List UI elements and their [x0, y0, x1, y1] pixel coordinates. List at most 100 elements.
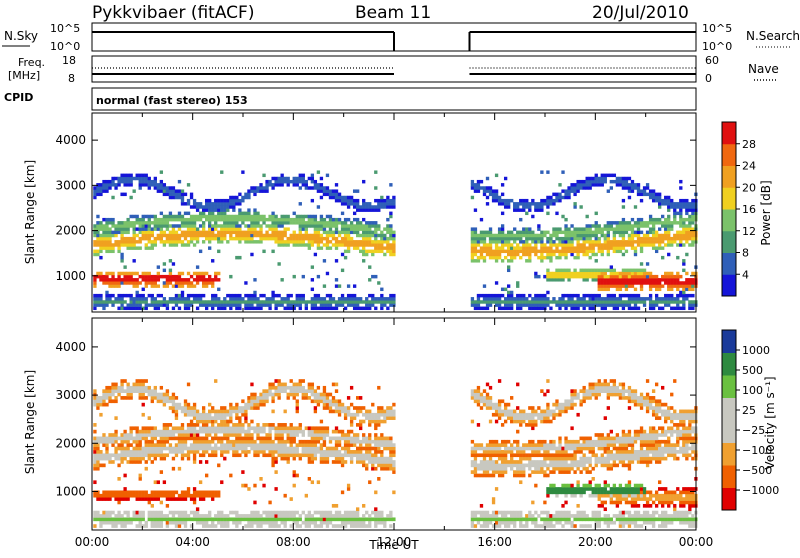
heatmap-cell — [120, 460, 123, 464]
heatmap-cell — [181, 278, 184, 281]
heatmap-cell — [320, 426, 323, 430]
heatmap-cell — [344, 196, 347, 199]
heatmap-cell — [516, 300, 519, 303]
heatmap-cell — [582, 294, 585, 297]
heatmap-cell — [613, 281, 616, 284]
heatmap-cell — [353, 205, 356, 208]
heatmap-cell — [329, 410, 332, 414]
heatmap-cell — [353, 437, 356, 441]
heatmap-cell — [157, 524, 160, 528]
heatmap-cell — [105, 453, 108, 457]
heatmap-cell — [332, 447, 335, 451]
heatmap-cell — [595, 269, 598, 272]
heatmap-cell — [546, 297, 549, 300]
heatmap-cell — [386, 224, 389, 227]
heatmap-cell — [335, 443, 338, 447]
heatmap-cell — [610, 243, 613, 246]
heatmap-cell — [667, 297, 670, 300]
heatmap-cell — [392, 294, 395, 297]
heatmap-cell — [184, 403, 187, 407]
heatmap-cell — [287, 460, 290, 464]
heatmap-cell — [546, 196, 549, 199]
heatmap-cell — [335, 284, 338, 287]
heatmap-cell — [166, 426, 169, 430]
heatmap-cell — [151, 447, 154, 451]
heatmap-cell — [120, 521, 123, 525]
heatmap-cell — [350, 514, 353, 518]
heatmap-cell — [250, 294, 253, 297]
heatmap-cell — [344, 240, 347, 243]
heatmap-cell — [335, 460, 338, 464]
heatmap-cell — [329, 246, 332, 249]
nsky-tick-low: 10^0 — [50, 40, 80, 53]
heatmap-cell — [129, 389, 132, 393]
heatmap-cell — [175, 278, 178, 281]
heatmap-cell — [522, 303, 525, 306]
heatmap-cell — [344, 511, 347, 515]
heatmap-cell — [299, 517, 302, 521]
heatmap-cell — [380, 237, 383, 240]
heatmap-cell — [277, 389, 280, 393]
heatmap-cell — [208, 234, 211, 237]
heatmap-cell — [317, 183, 320, 186]
heatmap-cell — [685, 240, 688, 243]
heatmap-cell — [323, 406, 326, 410]
heatmap-cell — [114, 399, 117, 403]
heatmap-cell — [256, 221, 259, 224]
heatmap-cell — [102, 494, 105, 498]
heatmap-cell — [564, 237, 567, 240]
heatmap-cell — [555, 246, 558, 249]
heatmap-cell — [259, 189, 262, 192]
heatmap-cell — [601, 297, 604, 300]
heatmap-cell — [105, 514, 108, 518]
heatmap-cell — [643, 234, 646, 237]
heatmap-cell — [359, 240, 362, 243]
heatmap-cell — [471, 250, 474, 253]
heatmap-cell — [169, 521, 172, 525]
heatmap-cell — [247, 224, 250, 227]
heatmap-cell — [374, 243, 377, 246]
heatmap-cell — [126, 174, 129, 177]
heatmap-cell — [169, 218, 172, 221]
heatmap-cell — [386, 297, 389, 300]
heatmap-cell — [628, 272, 631, 275]
heatmap-cell — [323, 224, 326, 227]
heatmap-cell — [166, 490, 169, 494]
heatmap-cell — [250, 443, 253, 447]
heatmap-cell — [573, 300, 576, 303]
heatmap-cell — [296, 403, 299, 407]
heatmap-cell — [622, 243, 625, 246]
heatmap-cell — [377, 224, 380, 227]
heatmap-cell — [287, 437, 290, 441]
heatmap-cell — [271, 221, 274, 224]
heatmap-cell — [631, 278, 634, 281]
heatmap-cell — [256, 224, 259, 227]
heatmap-cell — [498, 256, 501, 259]
heatmap-cell — [489, 303, 492, 306]
heatmap-cell — [332, 300, 335, 303]
heatmap-cell — [631, 180, 634, 183]
heatmap-cell — [392, 199, 395, 202]
heatmap-cell — [356, 514, 359, 518]
heatmap-cell — [208, 413, 211, 417]
heatmap-cell — [220, 480, 223, 484]
heatmap-cell — [631, 231, 634, 234]
heatmap-cell — [558, 253, 561, 256]
heatmap-cell — [649, 189, 652, 192]
heatmap-cell — [543, 256, 546, 259]
heatmap-cell — [105, 221, 108, 224]
heatmap-cell — [383, 205, 386, 208]
heatmap-cell — [235, 410, 238, 414]
heatmap-cell — [510, 231, 513, 234]
heatmap-cell — [111, 284, 114, 287]
heatmap-cell — [93, 443, 96, 447]
heatmap-cell — [377, 208, 380, 211]
heatmap-cell — [238, 202, 241, 205]
heatmap-cell — [175, 303, 178, 306]
heatmap-cell — [655, 275, 658, 278]
heatmap-cell — [196, 294, 199, 297]
heatmap-cell — [691, 202, 694, 205]
heatmap-cell — [102, 224, 105, 227]
heatmap-cell — [592, 243, 595, 246]
